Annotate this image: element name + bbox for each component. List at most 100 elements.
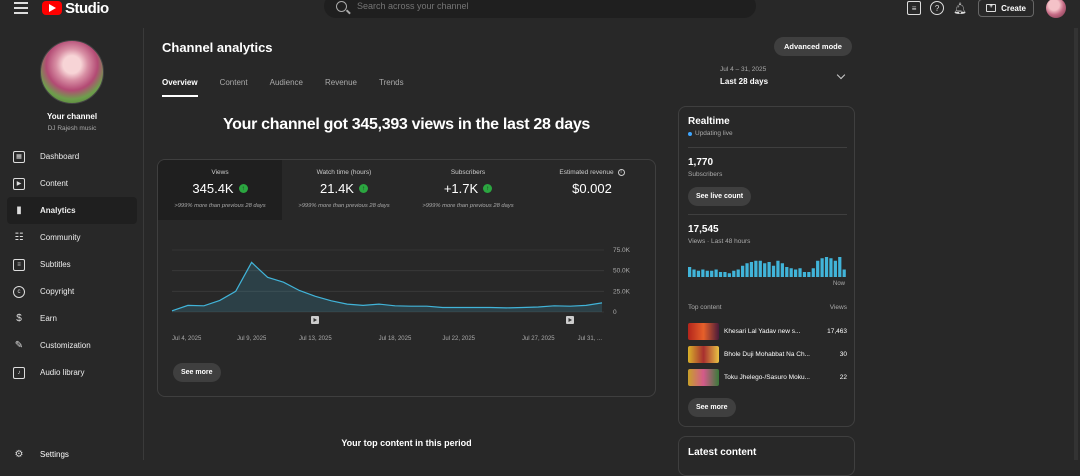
realtime-bar xyxy=(838,257,842,277)
x-tick-label: Jul 13, 2025 xyxy=(299,336,332,342)
metric-compare: >999% more than previous 28 days xyxy=(422,203,514,209)
sidebar-item-copyright[interactable]: c Copyright xyxy=(7,278,137,305)
dashboard-icon: ▦ xyxy=(13,150,25,163)
sidebar-item-analytics[interactable]: ▮ Analytics xyxy=(7,197,137,224)
overview-card: Views 345.4K ↑ >999% more than previous 2… xyxy=(157,159,656,397)
realtime-bar xyxy=(807,272,811,277)
metric-views[interactable]: Views 345.4K ↑ >999% more than previous 2… xyxy=(158,160,282,220)
help-icon[interactable]: ? xyxy=(930,1,945,15)
list-item[interactable]: Toku Jhelego-/Sasuro Moku... 22 xyxy=(688,369,847,386)
date-range-selector[interactable]: Jul 4 – 31, 2025 Last 28 days xyxy=(720,66,850,86)
sidebar-item-earn[interactable]: $ Earn xyxy=(7,305,137,332)
page-scrollbar[interactable] xyxy=(1074,28,1078,460)
metric-compare: >999% more than previous 28 days xyxy=(174,203,266,209)
list-item[interactable]: Bhole Duji Mohabbat Na Ch... 30 xyxy=(688,346,847,363)
bell-icon[interactable]: 🔔︎ xyxy=(953,2,968,15)
metric-label: Views xyxy=(211,169,229,176)
metric-label: Subscribers xyxy=(450,169,486,176)
sidebar-item-content[interactable]: ▶ Content xyxy=(7,170,137,197)
realtime-bar xyxy=(701,269,705,277)
sidebar-item-customization[interactable]: ✎ Customization xyxy=(7,332,137,359)
date-range-text: Jul 4 – 31, 2025 xyxy=(720,66,767,73)
see-live-count-button[interactable]: See live count xyxy=(688,187,752,206)
sidebar-item-audio-library[interactable]: ♪ Audio library xyxy=(7,359,137,386)
sidebar-item-settings[interactable]: ⚙ Settings xyxy=(13,448,69,460)
sidebar-item-dashboard[interactable]: ▦ Dashboard xyxy=(7,143,137,170)
tab-overview[interactable]: Overview xyxy=(162,78,198,97)
metric-label: Estimated revenue xyxy=(559,169,614,177)
see-more-button[interactable]: See more xyxy=(173,363,221,382)
realtime-bar xyxy=(785,267,789,277)
tab-trends[interactable]: Trends xyxy=(379,78,404,87)
video-title: Khesari Lal Yadav new s... xyxy=(724,328,801,335)
video-title: Toku Jhelego-/Sasuro Moku... xyxy=(724,374,810,381)
tab-audience[interactable]: Audience xyxy=(269,78,303,87)
play-icon xyxy=(568,318,572,322)
arrow-up-icon: ↑ xyxy=(238,184,248,193)
realtime-subscribers-label: Subscribers xyxy=(688,171,723,178)
channel-avatar[interactable] xyxy=(40,40,104,104)
views-headline: Your channel got 345,393 views in the la… xyxy=(222,116,591,133)
main-content: Channel analytics Advanced mode Overview… xyxy=(144,28,1080,476)
realtime-bar xyxy=(688,267,692,277)
metric-value: 345.4K xyxy=(192,181,234,196)
your-channel-title: Your channel xyxy=(46,112,98,121)
realtime-bar xyxy=(771,265,776,277)
video-thumbnail xyxy=(688,323,719,340)
metric-revenue[interactable]: Estimated revenue i $0.002 xyxy=(530,160,654,220)
sidebar-item-community[interactable]: ☷ Community xyxy=(7,224,137,251)
realtime-title: Realtime xyxy=(688,116,730,127)
views-line xyxy=(171,261,603,312)
sidebar-item-label: Copyright xyxy=(40,287,75,296)
video-views: 30 xyxy=(839,351,847,358)
x-tick-label: Jul 27, 2025 xyxy=(522,336,555,342)
realtime-bar xyxy=(714,269,718,277)
y-tick-label: 25.0K xyxy=(613,288,631,295)
list-item[interactable]: Khesari Lal Yadav new s... 17,463 xyxy=(688,323,847,340)
y-tick-label: 0 xyxy=(613,309,617,316)
create-button[interactable]: + Create xyxy=(978,0,1034,17)
studio-logo[interactable]: Studio xyxy=(42,0,109,17)
realtime-bar xyxy=(767,262,771,277)
arrow-up-icon: ↑ xyxy=(483,184,493,193)
search-box[interactable] xyxy=(324,0,756,18)
search-input[interactable] xyxy=(357,1,737,11)
customization-icon: ✎ xyxy=(14,340,24,351)
sidebar-item-subtitles[interactable]: ≡ Subtitles xyxy=(7,251,137,278)
feedback-icon[interactable]: ≡ xyxy=(907,1,922,15)
channel-name: DJ Rajesh music xyxy=(47,125,97,132)
metric-subscribers[interactable]: Subscribers +1.7K ↑ >999% more than previ… xyxy=(406,160,530,220)
info-icon[interactable]: i xyxy=(617,169,625,176)
realtime-bar xyxy=(798,268,802,277)
top-bar: Studio ≡ ? 🔔︎ + Create xyxy=(0,0,1080,28)
search-icon[interactable] xyxy=(336,0,347,12)
metric-compare: >999% more than previous 28 days xyxy=(298,203,390,209)
tab-content[interactable]: Content xyxy=(219,78,248,87)
realtime-bar xyxy=(692,269,696,277)
realtime-bar xyxy=(732,270,736,277)
see-more-button[interactable]: See more xyxy=(688,398,736,417)
sidebar-nav: ▦ Dashboard ▶ Content ▮ Analytics ☷ Communit… xyxy=(7,143,137,386)
realtime-bar xyxy=(842,269,846,277)
play-icon xyxy=(313,318,317,322)
realtime-bar xyxy=(749,262,754,277)
video-thumbnail xyxy=(688,369,719,386)
advanced-mode-button[interactable]: Advanced mode xyxy=(774,37,852,56)
create-label: Create xyxy=(1001,3,1026,13)
sidebar-item-label: Content xyxy=(40,179,69,188)
analytics-tabs: Overview Content Audience Revenue Trends xyxy=(162,78,426,97)
menu-icon[interactable] xyxy=(14,2,28,14)
top-actions: ≡ ? 🔔︎ + Create xyxy=(907,0,1080,18)
tab-revenue[interactable]: Revenue xyxy=(324,78,357,87)
account-avatar[interactable] xyxy=(1046,0,1066,18)
y-tick-label: 75.0K xyxy=(613,247,631,254)
date-range-label: Last 28 days xyxy=(720,77,769,86)
earn-icon: $ xyxy=(16,313,22,324)
metric-watch-time[interactable]: Watch time (hours) 21.4K ↑ >999% more tha… xyxy=(282,160,406,220)
realtime-views-label: Views · Last 48 hours xyxy=(688,238,751,245)
create-icon: + xyxy=(986,4,997,12)
realtime-bar xyxy=(741,265,745,277)
realtime-status-text: Updating live xyxy=(695,130,733,137)
realtime-bar xyxy=(802,272,807,277)
latest-content-card: Latest content xyxy=(678,436,855,476)
